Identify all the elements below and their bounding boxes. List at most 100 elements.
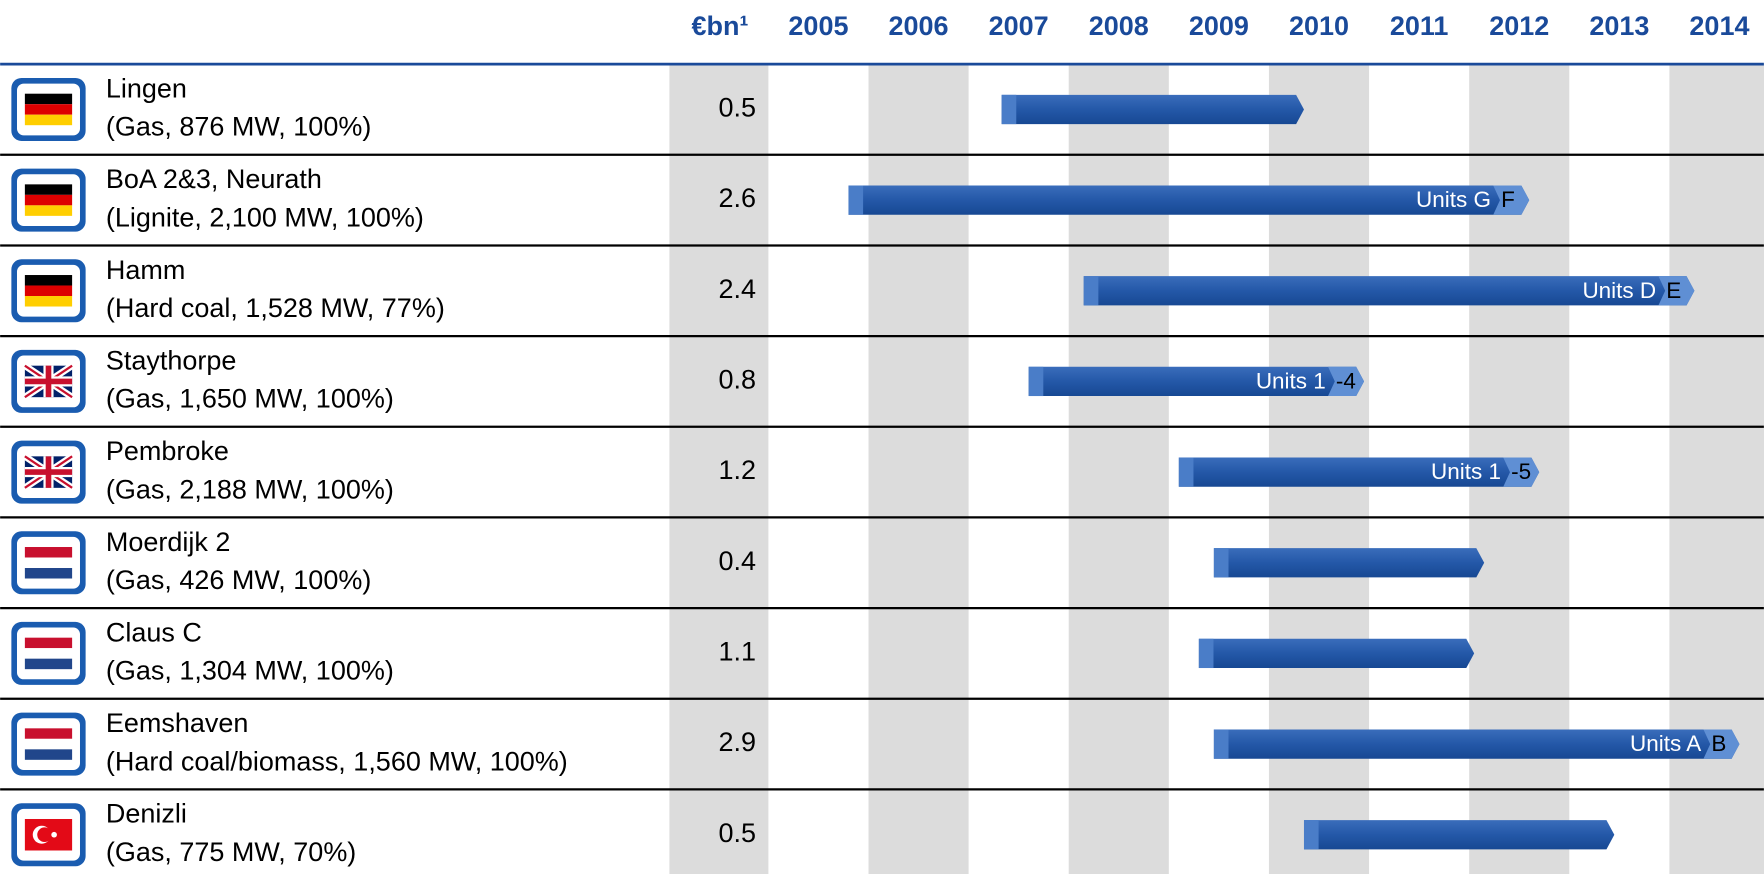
- row-value: 0.5: [719, 818, 757, 848]
- row-name: Moerdijk 2: [106, 527, 230, 557]
- row-name: Hamm: [106, 255, 185, 285]
- flag-stripe: [24, 184, 73, 195]
- bar-cap: [1213, 729, 1229, 759]
- x-tick-label: 2006: [889, 11, 949, 41]
- flag-stripe: [24, 285, 73, 297]
- bar-cap: [1083, 276, 1099, 306]
- timeline-bar: [848, 185, 1530, 215]
- unit-chevron: [1658, 276, 1695, 306]
- timeline-bar: [1001, 94, 1304, 125]
- row-detail: (Hard coal, 1,528 MW, 77%): [106, 293, 445, 323]
- bar-cap: [1178, 457, 1194, 487]
- flag-icon: [11, 440, 86, 504]
- bar-cap: [1303, 820, 1319, 850]
- flag-icon: [11, 712, 86, 776]
- unit-label: Units 1: [1431, 459, 1501, 484]
- bar-cap: [1001, 94, 1017, 125]
- flag-icon: [11, 259, 86, 323]
- value-column: [669, 64, 769, 874]
- x-tick-label: 2013: [1589, 11, 1649, 41]
- row-value: 2.6: [719, 183, 757, 213]
- unit-label: Units G: [1416, 187, 1491, 212]
- flag-moon-cut: [37, 827, 52, 843]
- row-name: Pembroke: [106, 436, 229, 466]
- bar-cap: [1198, 638, 1214, 669]
- row-name: Lingen: [106, 73, 187, 103]
- flag-icon: [11, 803, 86, 867]
- row-name: Eemshaven: [106, 708, 249, 738]
- row-value: 1.2: [719, 455, 757, 485]
- bar-cap: [1028, 366, 1044, 397]
- timeline-bar: [1083, 276, 1695, 306]
- flag-stripe: [24, 658, 73, 670]
- flag-stripe: [24, 275, 73, 286]
- unit-chevron: [1328, 366, 1365, 397]
- value-header: €bn¹: [692, 11, 749, 41]
- row-detail: (Gas, 1,650 MW, 100%): [106, 384, 394, 414]
- flag-cross-red: [24, 456, 73, 488]
- flag-icon: [11, 168, 86, 232]
- row-detail: (Gas, 876 MW, 100%): [106, 112, 371, 142]
- unit-label: B: [1711, 731, 1726, 756]
- unit-label: -4: [1336, 368, 1356, 393]
- flag-stripe: [24, 104, 73, 115]
- timeline-bar: [1213, 548, 1485, 578]
- unit-chevron: [1503, 457, 1540, 487]
- unit-label: Units 1: [1256, 368, 1326, 393]
- unit-label: Units D: [1582, 278, 1656, 303]
- unit-label: E: [1666, 278, 1681, 303]
- row-detail: (Gas, 775 MW, 70%): [106, 837, 356, 867]
- flag-stripe: [24, 296, 73, 307]
- row-name: BoA 2&3, Neurath: [106, 164, 322, 194]
- flag-stripe: [24, 205, 73, 216]
- flag-icon: [11, 77, 86, 141]
- timeline-bar: [1178, 457, 1540, 487]
- x-tick-label: 2012: [1489, 11, 1549, 41]
- x-tick-label: 2005: [788, 11, 848, 41]
- unit-label: -5: [1511, 459, 1531, 484]
- row-value: 2.9: [719, 727, 757, 757]
- x-tick-label: 2009: [1189, 11, 1249, 41]
- flag-stripe: [24, 648, 73, 659]
- timeline-bar: [1028, 366, 1365, 397]
- flag-icon: [11, 621, 86, 685]
- timeline-bar: [1198, 638, 1475, 669]
- row-detail: (Gas, 2,188 MW, 100%): [106, 474, 394, 504]
- flag-stripe: [24, 728, 73, 739]
- x-tick-label: 2014: [1689, 11, 1749, 41]
- flag-stripe: [24, 114, 73, 126]
- flag-stripe: [24, 749, 73, 760]
- flag-stripe: [24, 738, 73, 750]
- x-tick-label: 2011: [1390, 11, 1449, 41]
- flag-stripe: [24, 557, 73, 569]
- flag-stripe: [24, 637, 73, 649]
- x-tick-label: 2008: [1089, 11, 1149, 41]
- x-tick-label: 2007: [989, 11, 1049, 41]
- row-name: Denizli: [106, 799, 187, 829]
- row-detail: (Hard coal/biomass, 1,560 MW, 100%): [106, 746, 568, 776]
- row-value: 1.1: [719, 637, 757, 667]
- row-value: 0.8: [719, 365, 757, 395]
- flag-icon: [11, 531, 86, 595]
- row-value: 0.4: [719, 546, 757, 576]
- row-name: Claus C: [106, 617, 202, 647]
- timeline-bar: [1303, 820, 1615, 850]
- flag-icon: [11, 349, 86, 413]
- flag-stripe: [24, 547, 73, 558]
- unit-label: F: [1501, 187, 1515, 212]
- unit-label: Units A: [1630, 731, 1701, 756]
- row-value: 2.4: [719, 274, 757, 304]
- x-tick-label: 2010: [1289, 11, 1349, 41]
- flag-star: [51, 831, 57, 838]
- unit-chevron: [1703, 729, 1740, 759]
- flag-stripe: [24, 194, 73, 206]
- flag-stripe: [24, 568, 73, 579]
- bar-cap: [1213, 548, 1229, 578]
- timeline-bar: [1213, 729, 1740, 759]
- flag-stripe: [24, 93, 73, 105]
- unit-chevron: [1493, 185, 1530, 215]
- row-detail: (Lignite, 2,100 MW, 100%): [106, 202, 424, 232]
- row-detail: (Gas, 1,304 MW, 100%): [106, 656, 394, 686]
- bar-cap: [848, 185, 864, 215]
